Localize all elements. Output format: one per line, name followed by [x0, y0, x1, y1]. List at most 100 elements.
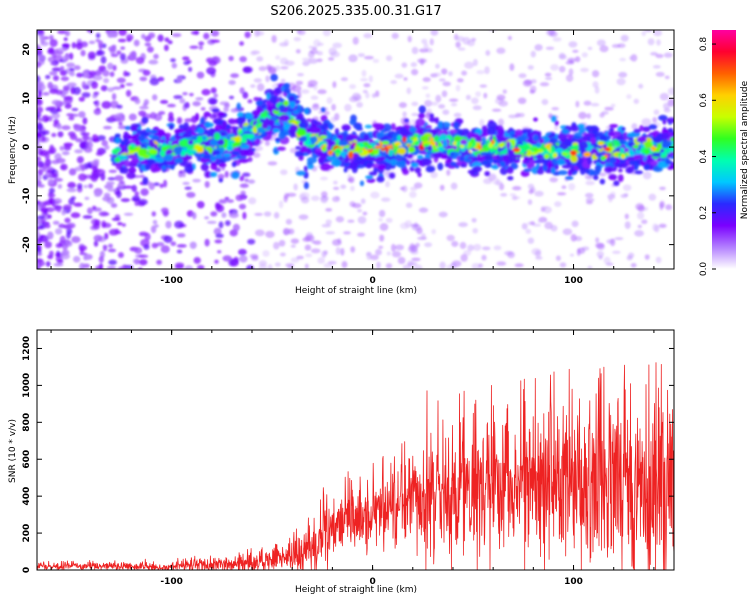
heatmap-blob: [395, 154, 403, 160]
heatmap-blob: [81, 70, 89, 79]
heatmap-blob: [304, 234, 315, 242]
heatmap-blob: [144, 163, 151, 171]
heatmap-blob: [112, 86, 122, 90]
heatmap-blob: [106, 181, 115, 186]
heatmap-blob: [375, 249, 382, 256]
heatmap-blob: [349, 84, 357, 90]
heatmap-blob: [556, 158, 566, 166]
heatmap-blob: [618, 168, 623, 173]
heatmap-blob: [72, 86, 81, 95]
heatmap-blob: [181, 162, 193, 168]
heatmap-blob: [63, 37, 68, 42]
heatmap-blob: [254, 212, 263, 216]
heatmap-blob: [565, 60, 575, 65]
y-tick-label: 200: [22, 524, 32, 543]
heatmap-blob: [164, 37, 170, 43]
heatmap-blob: [117, 221, 123, 226]
heatmap-blob: [116, 190, 122, 199]
heatmap-blob: [434, 148, 440, 153]
heatmap-blob: [68, 52, 74, 60]
heatmap-blob: [123, 212, 134, 216]
heatmap-blob: [496, 47, 506, 54]
heatmap-blob: [583, 151, 592, 157]
heatmap-blob: [108, 32, 117, 38]
heatmap-blob: [476, 153, 481, 162]
heatmap-blob: [304, 108, 310, 115]
heatmap-blob: [422, 77, 431, 83]
heatmap-blob: [421, 233, 426, 240]
heatmap-blob: [67, 82, 77, 88]
heatmap-blob: [472, 161, 482, 168]
heatmap-blob: [411, 46, 419, 55]
heatmap-blob: [196, 264, 205, 269]
heatmap-blob: [182, 92, 188, 96]
heatmap-blob: [143, 244, 150, 250]
heatmap-blob: [661, 132, 670, 140]
heatmap-blob: [284, 82, 291, 90]
heatmap-blob: [62, 55, 70, 62]
heatmap-blob: [239, 148, 249, 157]
heatmap-blob: [129, 126, 138, 130]
heatmap-blob: [496, 128, 505, 137]
heatmap-blob: [215, 204, 225, 213]
heatmap-blob: [244, 178, 249, 183]
heatmap-blob: [283, 88, 291, 94]
heatmap-blob: [291, 84, 302, 93]
heatmap-blob: [385, 55, 393, 62]
heatmap-blob: [80, 41, 88, 48]
heatmap-blob: [425, 165, 436, 173]
heatmap-blob: [554, 201, 562, 208]
heatmap-blob: [138, 110, 147, 117]
heatmap-blob: [74, 166, 82, 172]
heatmap-blob: [181, 169, 186, 178]
heatmap-blob: [163, 235, 173, 243]
heatmap-blob: [439, 134, 448, 141]
heatmap-blob: [455, 141, 461, 147]
heatmap-blob: [481, 254, 487, 261]
heatmap-blob: [120, 140, 125, 147]
heatmap-blob: [293, 183, 298, 191]
heatmap-blob: [295, 145, 301, 150]
heatmap-blob: [479, 119, 485, 127]
heatmap-blob: [578, 111, 587, 120]
heatmap-blob: [599, 172, 607, 177]
heatmap-blob: [296, 112, 304, 120]
heatmap-blob: [604, 106, 614, 111]
heatmap-blob: [148, 59, 159, 65]
heatmap-blob: [662, 102, 671, 110]
heatmap-blob: [152, 219, 158, 225]
heatmap-blob: [356, 101, 363, 108]
heatmap-blob: [64, 103, 72, 109]
heatmap-blob: [643, 141, 653, 149]
heatmap-blob: [590, 102, 600, 107]
heatmap-blob: [530, 79, 537, 84]
heatmap-blob: [223, 103, 230, 108]
heatmap-blob: [608, 197, 613, 203]
heatmap-blob: [625, 156, 635, 161]
heatmap-blob: [104, 184, 114, 190]
heatmap-blob: [62, 85, 71, 91]
heatmap-blob: [590, 125, 599, 132]
heatmap-blob: [606, 239, 615, 244]
spectrogram-frame: [36, 29, 675, 270]
heatmap-blob: [154, 224, 159, 228]
heatmap-blob: [37, 160, 43, 169]
heatmap-blob: [442, 109, 450, 115]
heatmap-blob: [214, 259, 219, 264]
heatmap-blob: [557, 170, 569, 176]
heatmap-blob: [518, 112, 525, 118]
heatmap-blob: [101, 139, 108, 147]
heatmap-blob: [184, 265, 194, 269]
heatmap-blob: [272, 109, 278, 114]
heatmap-blob: [537, 219, 544, 223]
heatmap-blob: [410, 62, 418, 68]
heatmap-blob: [110, 53, 119, 58]
heatmap-blob: [48, 250, 54, 257]
heatmap-blob: [208, 60, 217, 67]
heatmap-blob: [253, 152, 261, 158]
heatmap-blob: [429, 38, 434, 46]
heatmap-blob: [421, 38, 428, 45]
y-tick-label: 400: [22, 487, 32, 506]
heatmap-blob: [93, 101, 98, 105]
heatmap-blob: [480, 161, 489, 166]
